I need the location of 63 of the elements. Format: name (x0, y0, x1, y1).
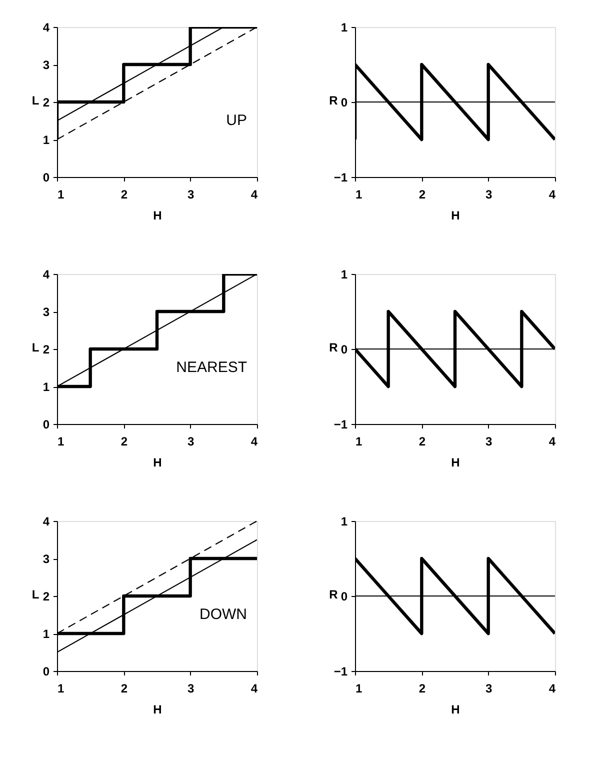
x-tick-label: 4 (250, 188, 258, 202)
y-tick-label: 1 (340, 20, 348, 34)
x-axis-title: H (153, 702, 162, 716)
y-tick-label: 4 (42, 268, 50, 282)
y-tick-label: 1 (340, 514, 348, 528)
x-tick-label: 1 (58, 682, 64, 696)
x-tick-label: 2 (418, 188, 426, 202)
x-tick-label: 4 (250, 682, 258, 696)
x-tick-label: 2 (120, 434, 128, 448)
y-tick-label: 0 (42, 170, 50, 184)
x-tick-label: 3 (485, 682, 492, 696)
x-tick-label: 1 (356, 682, 362, 696)
y-tick-label: 2 (42, 342, 50, 356)
y-tick-label: 1 (340, 268, 348, 282)
x-tick-label: 2 (120, 188, 128, 202)
y-tick-label: 4 (42, 514, 50, 528)
x-tick-label: 4 (250, 434, 258, 448)
y-tick-label: 0 (42, 418, 50, 432)
y-axis-title: L (32, 340, 40, 354)
x-tick-label: 3 (187, 188, 194, 202)
y-tick-label: 3 (42, 552, 50, 566)
y-tick-label: −1 (334, 418, 348, 432)
annotation: UP (226, 112, 247, 129)
x-axis-title: H (451, 456, 460, 470)
y-axis-title: R (329, 94, 338, 108)
x-tick-label: 3 (187, 434, 194, 448)
x-tick-label: 4 (548, 682, 556, 696)
y-tick-label: 3 (42, 58, 50, 72)
y-tick-label: −1 (334, 664, 348, 678)
x-axis-title: H (153, 208, 162, 222)
x-tick-label: 2 (418, 682, 426, 696)
y-tick-label: 0 (340, 96, 348, 110)
y-axis-title: R (329, 588, 338, 602)
y-tick-label: 1 (42, 133, 50, 147)
y-tick-label: 2 (42, 590, 50, 604)
y-axis-title: L (32, 588, 40, 602)
annotation: DOWN (200, 606, 247, 623)
x-tick-label: 4 (548, 434, 556, 448)
y-tick-label: −1 (334, 170, 348, 184)
x-axis-title: H (451, 702, 460, 716)
y-tick-label: 1 (42, 627, 50, 641)
y-tick-label: 4 (42, 20, 50, 34)
x-tick-label: 3 (485, 434, 492, 448)
x-tick-label: 3 (187, 682, 194, 696)
y-tick-label: 2 (42, 96, 50, 110)
x-tick-label: 1 (356, 434, 362, 448)
x-axis-title: H (451, 208, 460, 222)
x-tick-label: 2 (418, 434, 426, 448)
x-tick-label: 4 (548, 188, 556, 202)
y-tick-label: 3 (42, 305, 50, 319)
x-tick-label: 1 (356, 188, 362, 202)
x-tick-label: 1 (58, 188, 64, 202)
y-tick-label: 0 (42, 664, 50, 678)
y-axis-title: L (32, 94, 40, 108)
y-tick-label: 1 (42, 380, 50, 394)
x-tick-label: 1 (58, 434, 64, 448)
x-tick-label: 3 (485, 188, 492, 202)
y-tick-label: 0 (340, 342, 348, 356)
annotation: NEAREST (176, 359, 247, 376)
y-tick-label: 0 (340, 590, 348, 604)
x-axis-title: H (153, 456, 162, 470)
x-tick-label: 2 (120, 682, 128, 696)
y-axis-title: R (329, 340, 338, 354)
